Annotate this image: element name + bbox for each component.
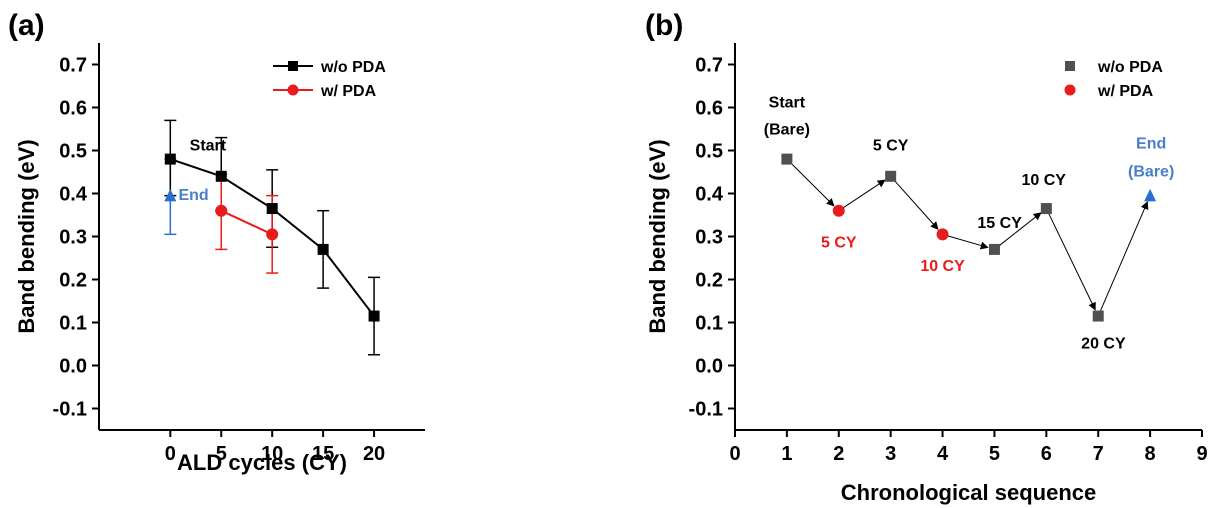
annotation-label: Start (769, 95, 806, 112)
x-tick-label: 4 (937, 443, 949, 465)
y-tick-label: 0.0 (59, 356, 87, 378)
x-tick-label: 9 (1196, 443, 1207, 465)
y-tick-label: -0.1 (53, 399, 87, 421)
x-tick-label: 3 (885, 443, 896, 465)
y-tick-label: 0.7 (695, 55, 723, 77)
chart-panel-a: (a) -0.1 0.0 0.1 0.2 0.3 0.4 0.5 0.6 0.7 0 5 10 15 20 A… (8, 9, 425, 475)
y-tick-label: -0.1 (689, 399, 723, 421)
legend-marker (1064, 84, 1076, 96)
sequence-arrow (947, 235, 989, 250)
end-data-point (164, 188, 177, 202)
sequence-arrow (1048, 212, 1096, 311)
x-tick-label: 5 (989, 443, 1000, 465)
y-tick-label: 0.3 (695, 227, 723, 249)
x-tick-label: 6 (1041, 443, 1052, 465)
y-axis-title: Band bending (eV) (14, 139, 39, 333)
y-tick-label: 0.4 (59, 184, 88, 206)
y-tick-label: 0.3 (59, 227, 87, 249)
data-point (368, 310, 380, 322)
x-tick-label: 8 (1145, 443, 1156, 465)
annotation-label: (Bare) (1128, 163, 1174, 180)
y-tick-label: 0.1 (59, 313, 87, 335)
data-point (988, 243, 1000, 255)
x-tick-label: 20 (363, 443, 385, 465)
annotation-label: 5 CY (821, 234, 857, 251)
sequence-arrow (893, 179, 939, 230)
x-tick-label: 7 (1093, 443, 1104, 465)
data-point (266, 228, 279, 241)
y-tick-label: 0.5 (59, 141, 87, 163)
annotation-label: Start (190, 138, 227, 155)
x-tick-label: 0 (729, 443, 740, 465)
y-tick-label: 0.0 (695, 356, 723, 378)
x-axis-title: ALD cycles (CY) (177, 450, 347, 475)
sequence-arrow (1099, 201, 1149, 312)
data-point (317, 243, 329, 255)
x-tick-label: 10 (261, 443, 283, 465)
x-tick-label: 15 (312, 443, 334, 465)
annotation-label: (Bare) (764, 122, 810, 139)
annotation-label: 15 CY (977, 215, 1022, 232)
y-axis-title: Band bending (eV) (645, 139, 670, 333)
annotation-label: 10 CY (920, 258, 965, 275)
y-tick-label: 0.2 (59, 270, 87, 292)
y-tick-label: 0.5 (695, 141, 723, 163)
legend-label: w/ PDA (320, 83, 377, 100)
annotation-label: 20 CY (1081, 335, 1126, 352)
data-point (215, 204, 228, 217)
legend-label: w/ PDA (1097, 83, 1154, 100)
sequence-arrow (790, 162, 835, 207)
legend-label: w/o PDA (320, 59, 386, 76)
legend-marker (1065, 61, 1075, 71)
data-point (832, 204, 845, 217)
legend-marker (288, 61, 298, 71)
end-data-point (1144, 188, 1157, 202)
y-tick-label: 0.4 (695, 184, 724, 206)
annotation-label: End (178, 187, 208, 204)
data-point (1040, 203, 1052, 215)
annotation-label: 10 CY (1022, 172, 1067, 189)
y-tick-label: 0.2 (695, 270, 723, 292)
data-point (781, 153, 793, 165)
x-tick-label: 5 (216, 443, 227, 465)
panel-label: (b) (645, 9, 683, 42)
data-point (215, 170, 227, 182)
x-tick-label: 2 (833, 443, 844, 465)
data-point (936, 228, 949, 241)
x-tick-label: 0 (165, 443, 176, 465)
y-tick-label: 0.7 (59, 55, 87, 77)
annotation-label: End (1136, 135, 1166, 152)
sequence-arrow (998, 212, 1042, 247)
series-line-1 (220, 209, 273, 236)
chart-panel-b: (b) -0.1 0.0 0.1 0.2 0.3 0.4 0.5 0.6 0.7 0 1 2 3 4 5 6 7 8… (645, 9, 1208, 505)
data-point (164, 153, 176, 165)
data-point (885, 170, 897, 182)
x-axis-title: Chronological sequence (841, 480, 1097, 505)
legend-label: w/o PDA (1097, 59, 1163, 76)
y-tick-label: 0.6 (695, 98, 723, 120)
annotation-label: 5 CY (873, 138, 909, 155)
y-tick-label: 0.1 (695, 313, 723, 335)
panel-label: (a) (8, 9, 45, 42)
data-point (266, 203, 278, 215)
data-point (1092, 310, 1104, 322)
sequence-arrow (842, 179, 886, 209)
legend-marker (287, 84, 299, 96)
y-tick-label: 0.6 (59, 98, 87, 120)
x-tick-label: 1 (781, 443, 792, 465)
